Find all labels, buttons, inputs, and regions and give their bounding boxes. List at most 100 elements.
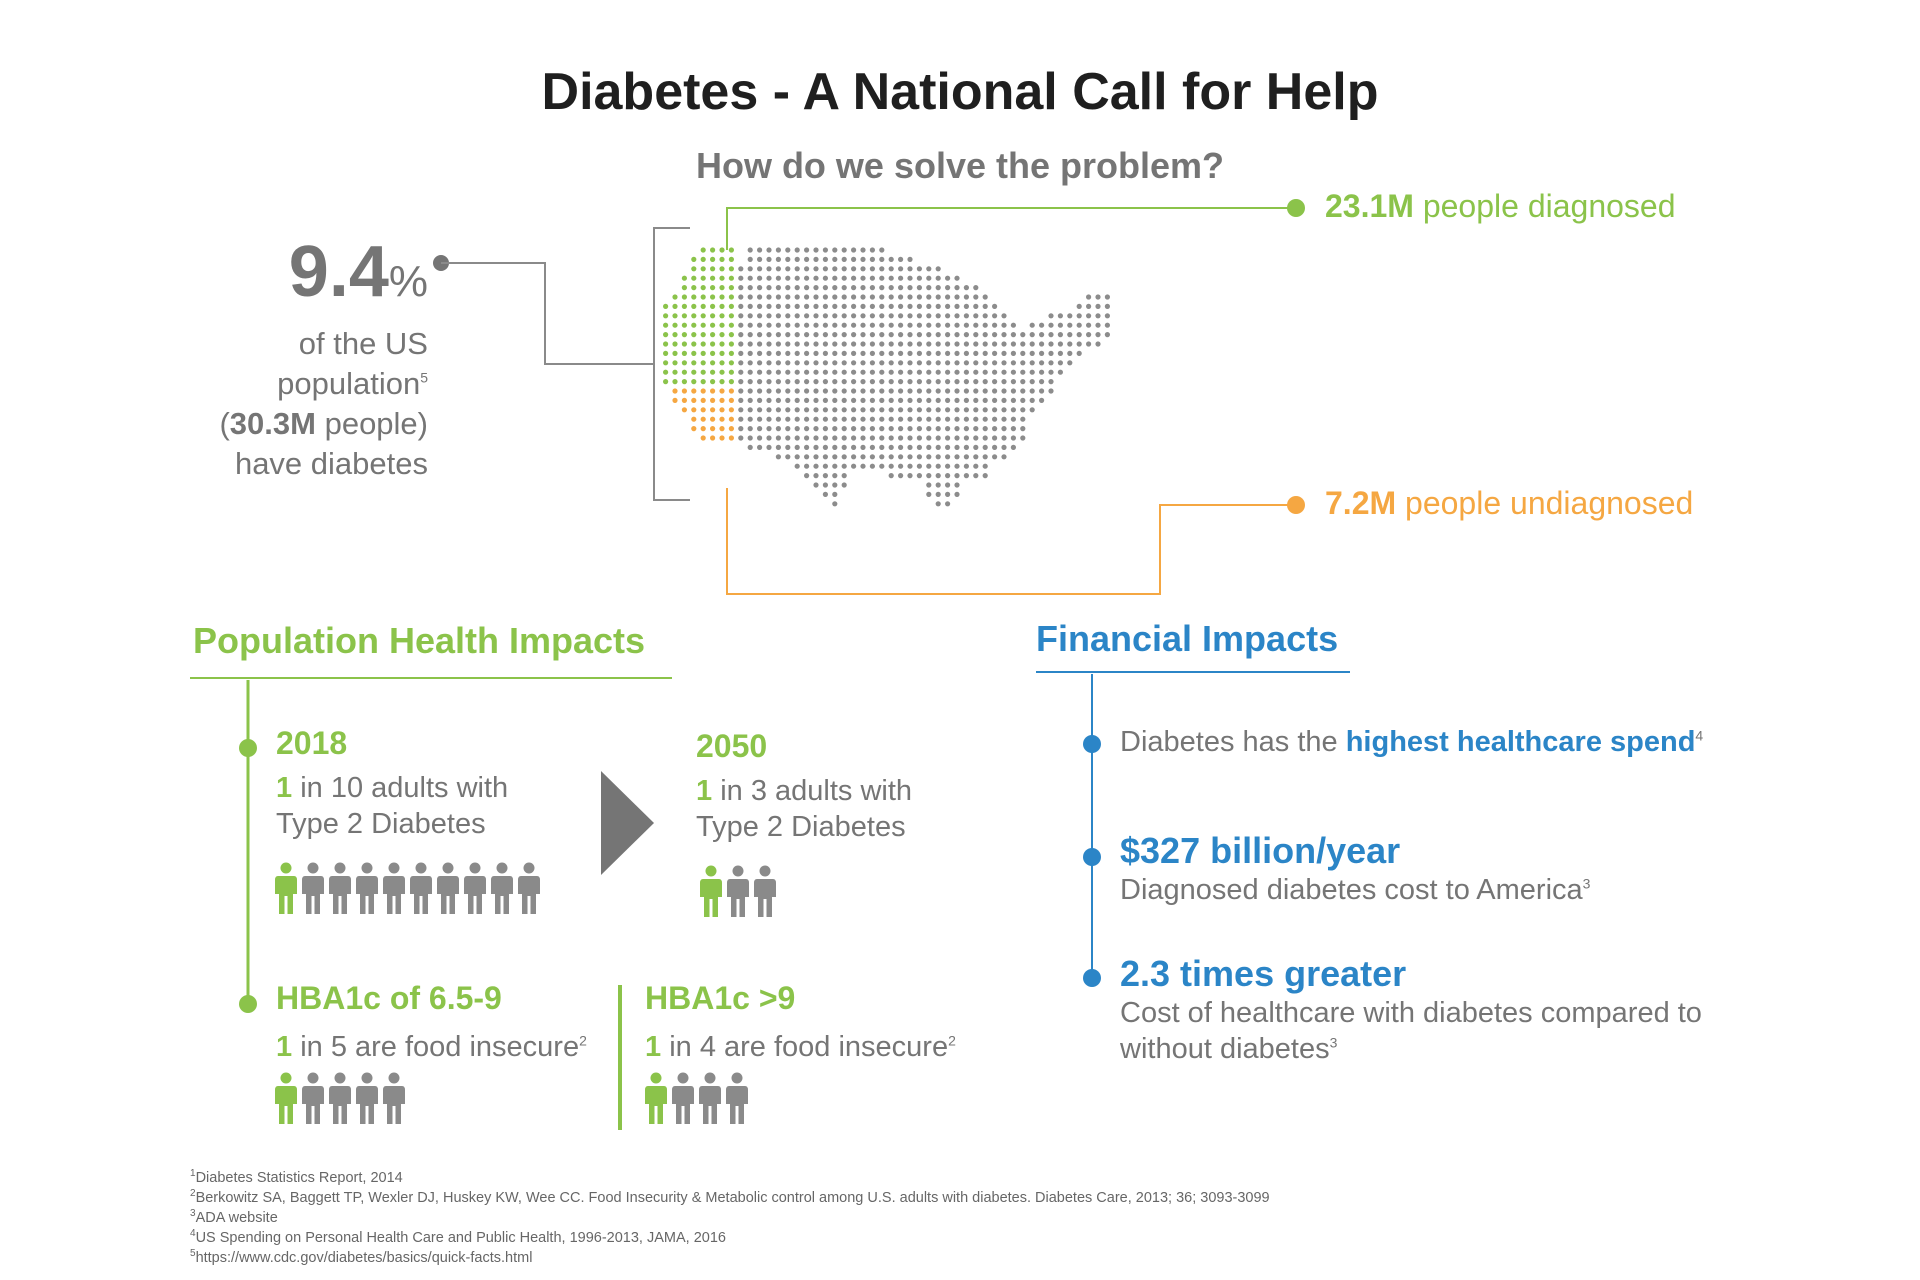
map-dot: [869, 360, 876, 366]
map-dot: [822, 266, 829, 272]
map-dot: [757, 256, 763, 262]
map-dot: [700, 285, 706, 291]
map-dot: [785, 407, 791, 413]
map-dot: [822, 369, 829, 375]
diagnosed-connector: [726, 199, 1305, 250]
map-dot: [700, 369, 706, 375]
map-dot: [832, 294, 838, 300]
map-dot: [869, 407, 876, 413]
map-dot: [813, 360, 819, 366]
map-dot: [963, 463, 970, 469]
map-dot: [973, 426, 979, 432]
map-dot: [954, 275, 960, 281]
map-dot: [973, 350, 979, 356]
map-dot: [710, 247, 716, 253]
map-dot: [945, 332, 951, 338]
map-dot: [804, 247, 810, 253]
map-dot: [973, 473, 979, 479]
map-dot: [813, 388, 819, 394]
map-dot: [794, 426, 800, 432]
map-dot: [757, 303, 763, 309]
map-dot: [728, 369, 735, 375]
map-dot: [963, 369, 970, 375]
map-dot: [869, 463, 876, 469]
map-dot: [973, 463, 979, 469]
map-dot: [747, 303, 753, 309]
map-dot: [916, 332, 923, 338]
map-dot: [1067, 322, 1073, 328]
map-dot: [945, 369, 951, 375]
map-dot: [879, 397, 885, 403]
map-dot: [869, 247, 876, 253]
map-dot: [757, 435, 763, 441]
map-dot: [869, 256, 876, 262]
map-dot: [1029, 397, 1035, 403]
map-dot: [898, 256, 904, 262]
undiagnosed-callout: 7.2M people undiagnosed: [1325, 485, 1693, 522]
map-dot: [794, 247, 800, 253]
person-icon: [727, 865, 749, 917]
prevalence-people-value: 30.3M: [229, 406, 316, 441]
map-dot: [973, 332, 979, 338]
map-dot: [963, 473, 970, 479]
map-dot: [973, 435, 979, 441]
map-dot: [1029, 407, 1035, 413]
map-dot: [1020, 397, 1026, 403]
map-dot: [766, 294, 772, 300]
map-dot: [916, 397, 923, 403]
map-dot: [860, 294, 866, 300]
map-dot: [916, 426, 923, 432]
map-dot: [719, 426, 725, 432]
map-dot: [851, 407, 857, 413]
map-dot: [935, 426, 941, 432]
map-dot: [1067, 341, 1073, 347]
map-dot: [822, 454, 829, 460]
person-icon: [275, 1072, 297, 1124]
map-dot: [1029, 379, 1035, 385]
map-dot: [926, 426, 932, 432]
map-dot: [822, 303, 829, 309]
stat-hba1c-high: HBA1c >9 1 in 4 are food insecure2: [645, 980, 956, 1065]
map-dot: [832, 285, 838, 291]
map-dot: [869, 426, 876, 432]
map-dot: [766, 341, 772, 347]
map-dot: [1067, 332, 1073, 338]
footnote-3-text: ADA website: [195, 1210, 278, 1226]
map-dot: [832, 407, 838, 413]
map-dot: [747, 444, 753, 450]
map-dot: [879, 256, 885, 262]
map-dot: [841, 407, 847, 413]
map-dot: [785, 256, 791, 262]
map-dot: [1020, 416, 1026, 422]
map-dot: [935, 501, 941, 507]
map-dot: [888, 407, 894, 413]
map-dot: [869, 341, 876, 347]
map-dot: [1048, 388, 1054, 394]
map-dot: [907, 256, 913, 262]
year-2018: 2018: [276, 725, 348, 761]
map-dot: [954, 444, 960, 450]
map-dot: [804, 416, 810, 422]
map-dot: [775, 303, 782, 309]
map-dot: [860, 463, 866, 469]
financial-item-multiplier: 2.3 times greater Cost of healthcare wit…: [1120, 953, 1702, 1067]
map-dot: [1086, 294, 1092, 300]
person-icon: [383, 1072, 405, 1124]
map-dot: [841, 416, 847, 422]
map-dot: [888, 294, 894, 300]
map-dot: [785, 313, 791, 319]
map-dot: [757, 426, 763, 432]
hba1c-high-ref: 2: [948, 1032, 956, 1049]
map-dot: [747, 247, 753, 253]
map-dot: [879, 426, 885, 432]
map-dot: [691, 369, 697, 375]
map-dot: [945, 482, 951, 488]
map-dot: [1057, 313, 1063, 319]
map-dot: [822, 482, 829, 488]
map-dot: [710, 266, 716, 272]
map-dot: [700, 435, 706, 441]
map-dot: [945, 285, 951, 291]
map-dot: [935, 303, 941, 309]
map-dot: [738, 322, 744, 328]
map-dot: [916, 266, 923, 272]
